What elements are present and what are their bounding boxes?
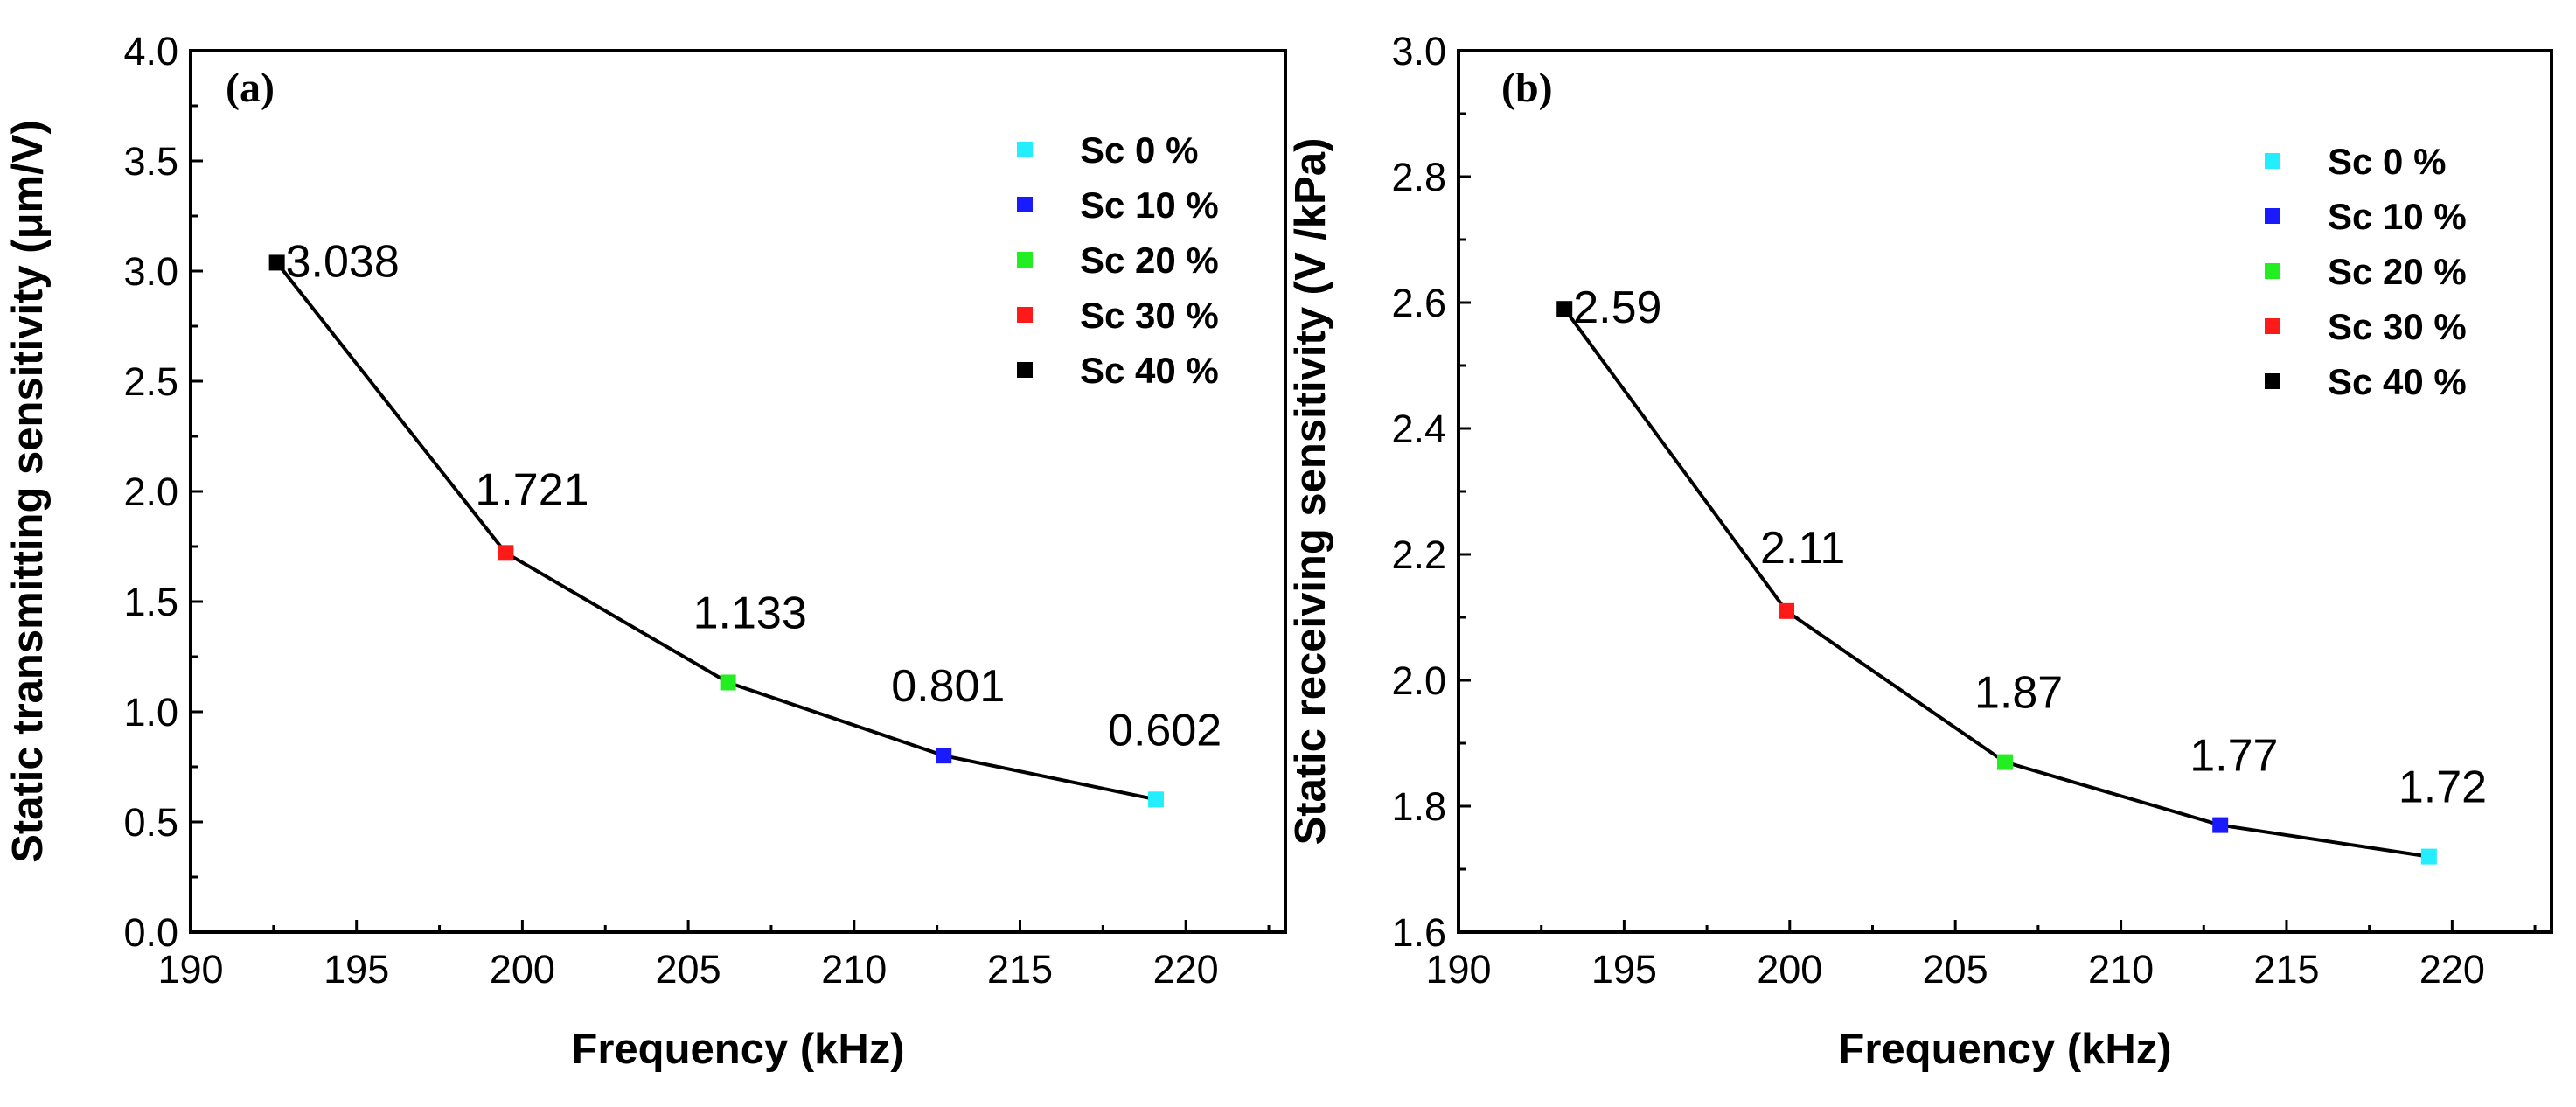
legend-label: Sc 10 % xyxy=(1080,184,1219,226)
legend-marker xyxy=(2265,263,2280,279)
data-label: 0.801 xyxy=(891,661,1005,712)
x-tick-label: 215 xyxy=(2253,947,2319,992)
data-label: 2.59 xyxy=(1573,282,1661,333)
y-tick-label: 2.0 xyxy=(1391,658,1446,703)
data-label: 1.721 xyxy=(475,464,588,515)
data-point-marker xyxy=(2212,817,2229,833)
x-tick-label: 195 xyxy=(1591,947,1657,992)
x-tick-label: 205 xyxy=(1923,947,1988,992)
y-tick-label: 2.8 xyxy=(1391,155,1446,199)
y-tick-label: 1.0 xyxy=(123,690,178,735)
y-tick-label: 2.4 xyxy=(1391,407,1446,451)
legend-marker xyxy=(1017,197,1033,212)
y-tick-label: 3.0 xyxy=(123,249,178,294)
legend-marker xyxy=(2265,373,2280,389)
legend-marker xyxy=(2265,153,2280,169)
data-point-marker xyxy=(1556,301,1573,317)
x-axis-title: Frequency (kHz) xyxy=(571,1026,904,1073)
x-tick-label: 205 xyxy=(656,947,721,992)
x-tick-label: 220 xyxy=(2419,947,2485,992)
y-tick-label: 1.5 xyxy=(123,580,178,624)
data-label: 3.038 xyxy=(286,236,400,287)
y-axis-title: Static transmitting sensitivity (μm/V) xyxy=(4,120,52,863)
data-label: 1.72 xyxy=(2398,762,2487,813)
y-tick-label: 2.6 xyxy=(1391,281,1446,325)
legend-label: Sc 30 % xyxy=(1080,295,1219,336)
x-tick-label: 210 xyxy=(2088,947,2154,992)
y-tick-label: 2.5 xyxy=(123,359,178,404)
legend-marker xyxy=(2265,208,2280,224)
legend-label: Sc 10 % xyxy=(2328,196,2467,237)
data-label: 1.87 xyxy=(1974,668,2063,719)
data-point-marker xyxy=(1779,602,1794,619)
x-tick-label: 210 xyxy=(821,947,887,992)
data-point-marker xyxy=(498,545,514,561)
x-tick-label: 195 xyxy=(324,947,389,992)
chart-panel-0: 190 195 200 205 210 215 220 0.0 0.5 1.0 1.5 2.0 2.5 3… xyxy=(4,29,1287,1073)
legend-label: Sc 40 % xyxy=(1080,350,1219,391)
legend-label: Sc 30 % xyxy=(2328,306,2467,347)
data-point-marker xyxy=(268,254,285,271)
legend-marker xyxy=(2265,318,2280,334)
data-label: 1.133 xyxy=(693,588,807,638)
y-tick-label: 4.0 xyxy=(123,29,178,73)
x-tick-label: 190 xyxy=(1425,947,1491,992)
x-tick-label: 215 xyxy=(987,947,1053,992)
chart-panel-1: 190 195 200 205 210 215 220 1.6 1.8 2.0 2.2 2.4 2.6 2… xyxy=(1287,29,2553,1073)
legend-marker xyxy=(1017,362,1033,378)
panel-label: (a) xyxy=(226,65,275,111)
y-tick-label: 3.0 xyxy=(1391,29,1446,73)
legend-label: Sc 20 % xyxy=(1080,240,1219,281)
data-label: 2.11 xyxy=(1760,523,1845,574)
legend-label: Sc 0 % xyxy=(2328,141,2446,182)
data-label: 1.77 xyxy=(2190,731,2278,782)
x-axis-title: Frequency (kHz) xyxy=(1838,1026,2171,1073)
x-tick-label: 220 xyxy=(1153,947,1219,992)
legend-label: Sc 20 % xyxy=(2328,251,2467,292)
x-tick-label: 200 xyxy=(490,947,555,992)
data-point-marker xyxy=(720,674,736,691)
y-tick-label: 3.5 xyxy=(123,139,178,184)
y-tick-label: 1.8 xyxy=(1391,784,1446,829)
y-axis-title: Static receiving sensitivity (V /kPa) xyxy=(1287,138,1334,846)
legend-label: Sc 0 % xyxy=(1080,129,1198,171)
legend-marker xyxy=(1017,307,1033,323)
x-tick-label: 190 xyxy=(157,947,223,992)
legend-marker xyxy=(1017,142,1033,157)
y-tick-label: 2.2 xyxy=(1391,533,1446,577)
data-label: 0.602 xyxy=(1108,705,1222,755)
data-point-marker xyxy=(1148,791,1165,808)
y-tick-label: 1.6 xyxy=(1391,910,1446,955)
y-tick-label: 0.0 xyxy=(123,910,178,955)
legend-label: Sc 40 % xyxy=(2328,361,2467,402)
data-point-marker xyxy=(1997,754,2013,770)
panel-label: (b) xyxy=(1501,65,1553,111)
data-point-marker xyxy=(936,748,952,764)
y-tick-label: 0.5 xyxy=(123,800,178,845)
data-point-marker xyxy=(2420,848,2437,865)
y-tick-label: 2.0 xyxy=(123,470,178,514)
legend-marker xyxy=(1017,252,1033,268)
x-tick-label: 200 xyxy=(1757,947,1822,992)
